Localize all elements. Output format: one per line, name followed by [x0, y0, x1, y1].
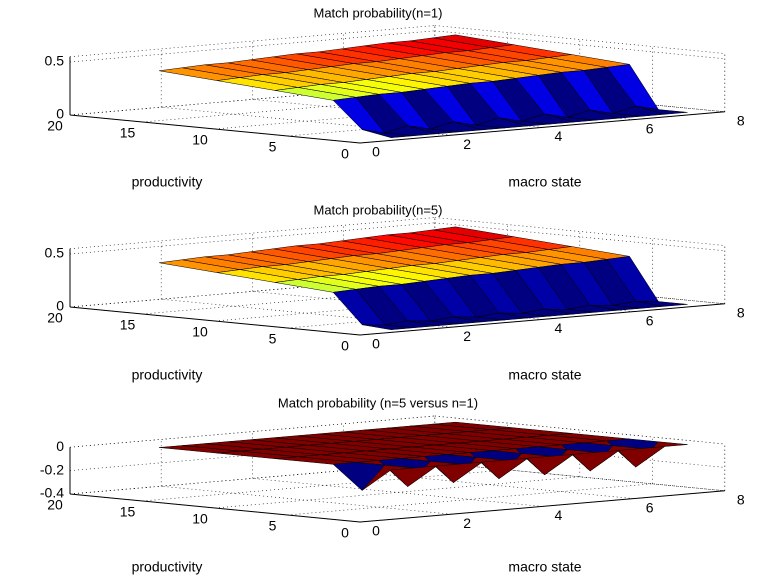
grid-line — [434, 415, 725, 445]
y-tick-label: 20 — [47, 310, 63, 326]
y-tick-label: 15 — [120, 317, 136, 333]
y-tick-label: 20 — [47, 118, 63, 134]
grid-line — [434, 222, 725, 252]
y-tick-label: 15 — [120, 504, 136, 520]
y-axis-label: productivity — [132, 559, 203, 575]
y-tick-label: 5 — [269, 331, 277, 347]
box-edge — [434, 217, 725, 246]
grid-line — [434, 83, 725, 113]
x-axis-label: macro state — [508, 367, 581, 383]
x-tick-label: 8 — [737, 113, 745, 129]
y-axis-label: productivity — [132, 367, 203, 383]
x-tick-label: 4 — [555, 320, 563, 336]
y-tick-label: 10 — [192, 132, 208, 148]
x-axis-label: macro state — [508, 559, 581, 575]
z-tick-label: -0.2 — [40, 461, 64, 477]
y-axis — [69, 493, 361, 523]
x-tick-label: 4 — [555, 128, 563, 144]
z-tick-label: 0 — [56, 298, 64, 314]
chart-title: Match probability(n=1) — [314, 5, 443, 20]
x-tick-label: 0 — [372, 523, 380, 539]
grid-line — [434, 30, 725, 60]
grid-line — [434, 275, 725, 305]
x-tick-label: 4 — [555, 507, 563, 523]
y-tick-label: 20 — [47, 497, 63, 513]
x-axis — [359, 303, 725, 336]
z-tick-label: 0 — [56, 438, 64, 454]
x-tick-label: 2 — [463, 515, 471, 531]
y-axis-label: productivity — [132, 174, 203, 190]
chart-title: Match probability(n=5) — [314, 202, 443, 217]
grid-line — [434, 462, 725, 492]
y-tick-label: 15 — [120, 125, 136, 141]
grid-line — [214, 476, 580, 509]
x-tick-label: 6 — [646, 312, 654, 328]
x-axis — [359, 111, 725, 144]
surface-face — [362, 129, 414, 138]
y-axis — [69, 306, 361, 336]
x-tick-label: 8 — [737, 305, 745, 321]
x-tick-label: 2 — [463, 136, 471, 152]
y-tick-label: 5 — [269, 139, 277, 155]
z-tick-label: 0.5 — [45, 245, 65, 261]
x-tick-label: 2 — [463, 328, 471, 344]
z-tick-label: 0 — [56, 106, 64, 122]
surface-face — [361, 464, 414, 491]
x-tick-label: 8 — [737, 492, 745, 508]
chart-title: Match probability (n=5 versus n=1) — [278, 395, 478, 410]
subplot: 0 2 4 6 8 0 5 10 15 20 0 -0.2 -0.4 Match probability … — [40, 395, 745, 574]
grid-line — [252, 478, 543, 507]
y-tick-label: 10 — [192, 511, 208, 527]
z-tick-label: -0.4 — [40, 485, 64, 501]
grid-line — [343, 470, 634, 499]
y-tick-label: 0 — [341, 146, 349, 162]
y-tick-label: 0 — [341, 338, 349, 354]
z-tick-label: 0.5 — [45, 53, 65, 69]
grid-line — [434, 462, 725, 492]
y-tick-label: 0 — [341, 525, 349, 541]
y-axis — [69, 114, 361, 144]
y-tick-label: 5 — [269, 518, 277, 534]
surface-face — [362, 324, 414, 330]
grid-line — [161, 485, 452, 515]
x-axis — [359, 490, 725, 523]
x-tick-label: 6 — [646, 499, 654, 515]
x-axis-label: macro state — [508, 174, 581, 190]
x-tick-label: 6 — [646, 120, 654, 136]
x-tick-label: 0 — [372, 144, 380, 160]
box-edge — [434, 25, 725, 54]
y-tick-label: 10 — [192, 324, 208, 340]
x-tick-label: 0 — [372, 336, 380, 352]
